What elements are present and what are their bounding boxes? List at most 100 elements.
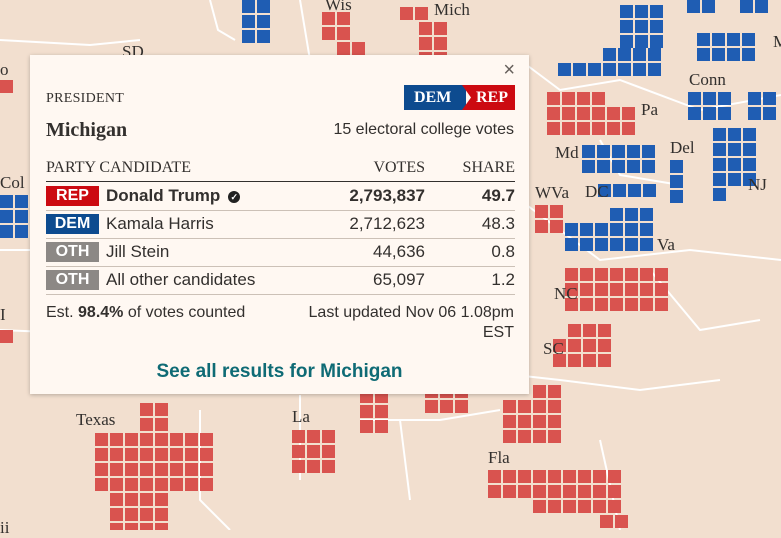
electoral-vote-square — [612, 160, 625, 173]
electoral-vote-square — [568, 324, 581, 337]
electoral-vote-square — [688, 92, 701, 105]
last-updated: Last updated Nov 06 1.08pm EST — [308, 304, 514, 341]
electoral-vote-square — [140, 508, 153, 521]
electoral-vote-square — [15, 210, 28, 223]
electoral-vote-square — [547, 122, 560, 135]
electoral-vote-square — [580, 298, 593, 311]
electoral-vote-square — [110, 463, 123, 476]
electoral-vote-square — [565, 283, 578, 296]
electoral-vote-square — [307, 445, 320, 458]
electoral-vote-square — [650, 20, 663, 33]
electoral-vote-square — [322, 12, 335, 25]
electoral-vote-square — [625, 208, 638, 221]
electoral-vote-square — [670, 175, 683, 188]
race-label: PRESIDENT — [46, 91, 125, 106]
electoral-vote-square — [610, 208, 623, 221]
electoral-vote-square — [640, 223, 653, 236]
electoral-vote-square — [580, 283, 593, 296]
electoral-vote-square — [622, 122, 635, 135]
electoral-vote-square — [648, 48, 661, 61]
candidate-name: All other candidates — [106, 270, 256, 289]
electoral-vote-square — [610, 223, 623, 236]
electoral-vote-square — [155, 463, 168, 476]
electoral-vote-square — [565, 298, 578, 311]
electoral-vote-square — [533, 485, 546, 498]
electoral-vote-square — [592, 92, 605, 105]
electoral-vote-square — [728, 173, 741, 186]
electoral-vote-square — [595, 238, 608, 251]
electoral-vote-square — [337, 42, 350, 55]
electoral-vote-square — [322, 27, 335, 40]
electoral-vote-square — [742, 33, 755, 46]
party-badge: OTH — [46, 270, 99, 290]
electoral-vote-square — [598, 339, 611, 352]
electoral-vote-square — [727, 33, 740, 46]
electoral-vote-square — [553, 354, 566, 367]
electoral-vote-square — [533, 430, 546, 443]
electoral-vote-square — [155, 523, 168, 530]
electoral-vote-square — [533, 500, 546, 513]
electoral-vote-square — [640, 268, 653, 281]
electoral-vote-square — [0, 80, 13, 93]
electoral-vote-square — [548, 470, 561, 483]
electoral-vote-square — [763, 107, 776, 120]
electoral-vote-square — [415, 7, 428, 20]
electoral-vote-square — [155, 433, 168, 446]
close-icon[interactable]: × — [503, 59, 515, 81]
state-border — [209, 0, 236, 41]
electoral-vote-square — [548, 385, 561, 398]
electoral-vote-square — [0, 225, 13, 238]
electoral-vote-square — [95, 478, 108, 491]
electoral-vote-square — [562, 122, 575, 135]
electoral-vote-square — [563, 470, 576, 483]
electoral-vote-square — [697, 33, 710, 46]
electoral-vote-square — [595, 283, 608, 296]
electoral-vote-square — [593, 485, 606, 498]
electoral-vote-square — [703, 92, 716, 105]
candidate-row: OTH Jill Stein 44,636 0.8 — [46, 238, 515, 267]
electoral-vote-square — [763, 92, 776, 105]
electoral-vote-square — [503, 430, 516, 443]
electoral-vote-square — [503, 400, 516, 413]
electoral-vote-square — [610, 283, 623, 296]
electoral-vote-square — [713, 143, 726, 156]
electoral-vote-square — [592, 107, 605, 120]
electoral-vote-square — [600, 515, 613, 528]
electoral-vote-square — [15, 195, 28, 208]
candidate-row: OTH All other candidates 65,097 1.2 — [46, 266, 515, 295]
electoral-vote-square — [15, 225, 28, 238]
header-share: SHARE — [462, 159, 515, 176]
electoral-vote-square — [140, 493, 153, 506]
electoral-vote-square — [533, 400, 546, 413]
electoral-vote-square — [185, 478, 198, 491]
electoral-vote-square — [307, 460, 320, 473]
state-label-del: Del — [670, 138, 695, 157]
electoral-vote-square — [322, 445, 335, 458]
candidate-share: 0.8 — [491, 242, 515, 261]
votes-counted: Est. 98.4% of votes counted — [46, 304, 246, 321]
candidate-name: Donald Trump — [106, 186, 221, 205]
electoral-vote-square — [670, 190, 683, 203]
electoral-vote-square — [337, 27, 350, 40]
candidate-row: REP Donald Trump ✓ 2,793,837 49.7 — [46, 182, 515, 211]
electoral-vote-square — [565, 268, 578, 281]
electoral-vote-square — [0, 210, 13, 223]
electoral-vote-square — [200, 433, 213, 446]
state-results-popup: × PRESIDENT DEM REP Michigan 15 electora… — [30, 55, 529, 394]
electoral-vote-square — [533, 385, 546, 398]
electoral-vote-square — [125, 523, 138, 530]
electoral-vote-square — [620, 20, 633, 33]
state-label-md: Md — [555, 143, 579, 162]
electoral-vote-square — [610, 238, 623, 251]
electoral-vote-square — [578, 470, 591, 483]
electoral-vote-square — [577, 92, 590, 105]
electoral-vote-square — [688, 107, 701, 120]
electoral-vote-square — [748, 107, 761, 120]
electoral-vote-square — [375, 405, 388, 418]
electoral-vote-square — [110, 508, 123, 521]
electoral-vote-square — [565, 223, 578, 236]
see-all-results-link[interactable]: See all results for Michigan — [156, 361, 403, 382]
electoral-vote-square — [642, 145, 655, 158]
electoral-vote-square — [550, 205, 563, 218]
